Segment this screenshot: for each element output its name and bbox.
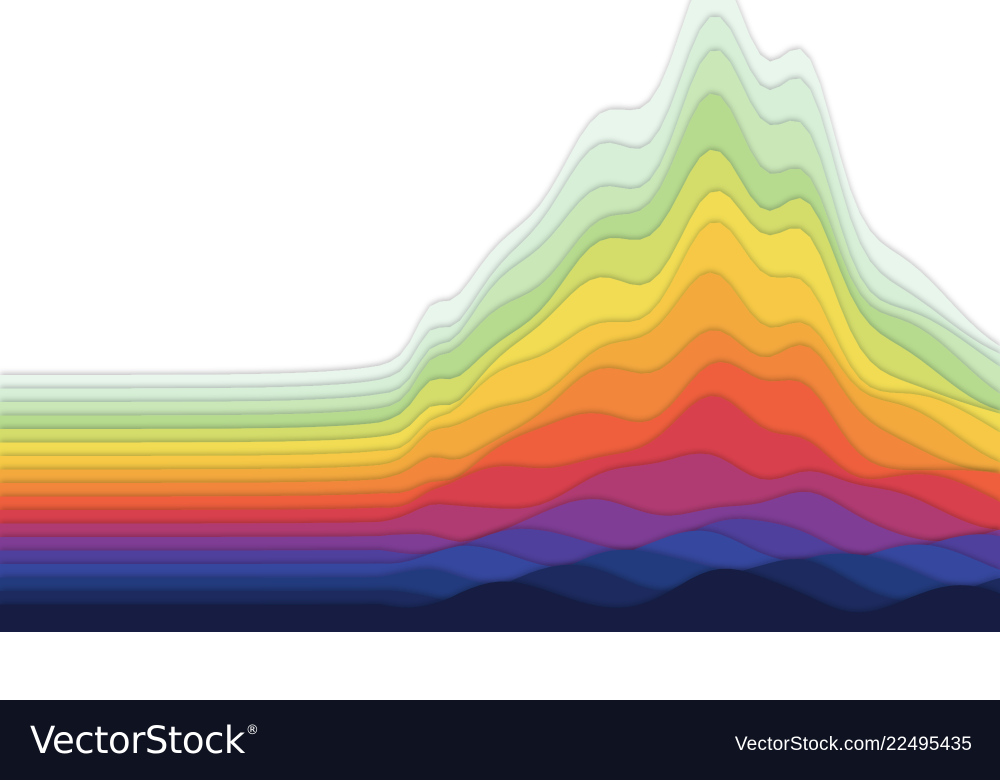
watermark-footer: VectorStock® VectorStock.com/22495435 (0, 700, 1000, 780)
layered-waves-svg (0, 0, 1000, 700)
brand-name: VectorStock (30, 719, 245, 762)
bottom-white-margin (0, 632, 1000, 700)
image-reference: VectorStock.com/22495435 (734, 734, 972, 755)
trademark-symbol: ® (245, 723, 259, 738)
paper-cut-wave-artwork (0, 0, 1000, 700)
vectorstock-logo: VectorStock® (30, 719, 259, 762)
